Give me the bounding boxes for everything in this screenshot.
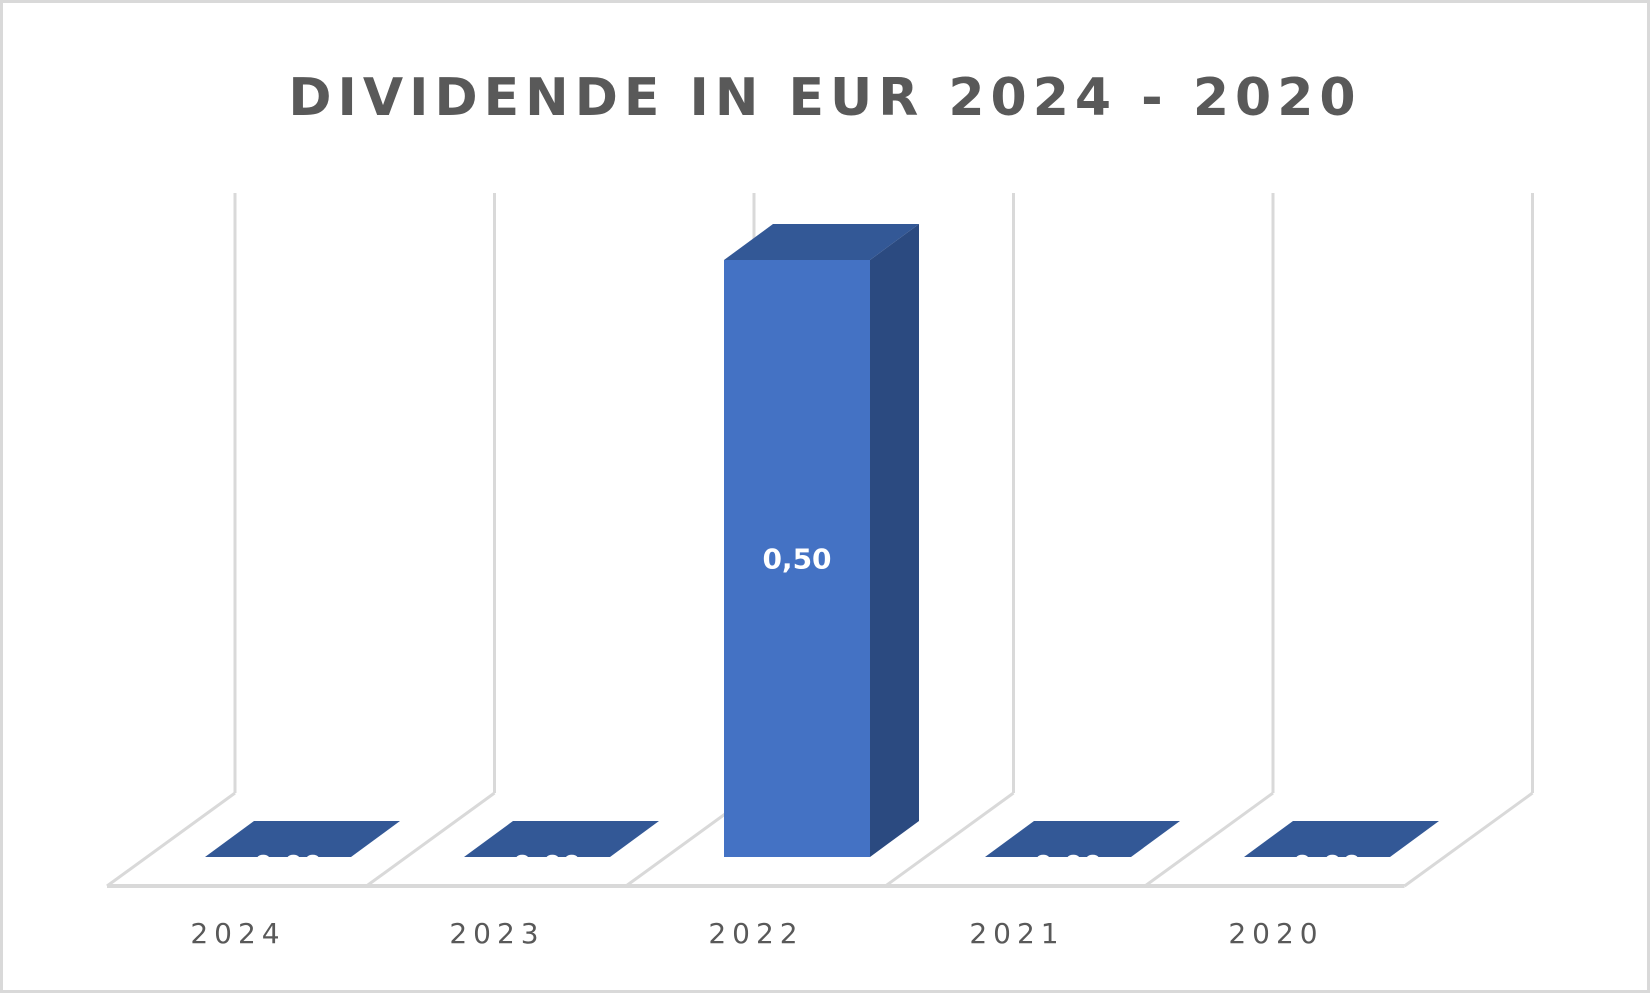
category-label-2021: 2021 [969, 917, 1064, 950]
category-label-2023: 2023 [449, 917, 544, 950]
floor-divider [884, 791, 1015, 888]
category-label-2020: 2020 [1228, 917, 1323, 950]
data-label: 0,50 [762, 543, 831, 576]
bar-top-face [1244, 821, 1439, 857]
category-label-2024: 2024 [190, 917, 285, 950]
data-label: 0,00 [253, 849, 322, 882]
category-labels: 2024 2023 2022 2021 2020 [190, 917, 1323, 950]
chart-title: DIVIDENDE IN EUR 2024 - 2020 [288, 68, 1362, 128]
bar-2023[interactable]: 0,00 [464, 821, 659, 882]
bar-2020[interactable]: 0,00 [1244, 821, 1439, 882]
bars: 0,00 0,00 0,50 0,00 0,00 [205, 224, 1439, 882]
data-label: 0,00 [1292, 849, 1361, 882]
category-label-2022: 2022 [708, 917, 803, 950]
floor-divider [1403, 791, 1534, 888]
data-label: 0,00 [1033, 849, 1102, 882]
bar-top-face [985, 821, 1180, 857]
bar-front-face [724, 260, 870, 857]
bar-top-face [205, 821, 400, 857]
bar-top-face [724, 224, 919, 260]
bar-2021[interactable]: 0,00 [985, 821, 1180, 882]
bar-top-face [464, 821, 659, 857]
floor-divider [106, 791, 236, 888]
bar-side-face [870, 224, 919, 857]
bar-2022[interactable]: 0,50 [724, 224, 919, 857]
floor-divider [365, 791, 496, 888]
bar-2024[interactable]: 0,00 [205, 821, 400, 882]
floor-divider [1144, 791, 1274, 888]
data-label: 0,00 [512, 849, 581, 882]
gridlines [106, 193, 1534, 888]
